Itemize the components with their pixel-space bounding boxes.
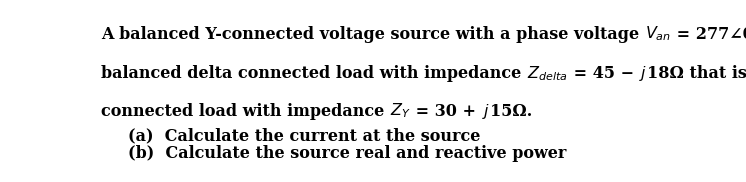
- Text: $j$: $j$: [482, 102, 490, 121]
- Text: A balanced Y-connected voltage source with a phase voltage: A balanced Y-connected voltage source wi…: [101, 26, 645, 43]
- Text: = 45 −: = 45 −: [568, 65, 639, 82]
- Text: $Z_{delta}$: $Z_{delta}$: [527, 64, 568, 83]
- Text: $V_{an}$: $V_{an}$: [645, 25, 671, 43]
- Text: $Z_Y$: $Z_Y$: [389, 102, 410, 120]
- Text: $j$: $j$: [639, 64, 648, 83]
- Text: balanced delta connected load with impedance: balanced delta connected load with imped…: [101, 65, 527, 82]
- Text: 18Ω that is in parallel with a Y-: 18Ω that is in parallel with a Y-: [648, 65, 746, 82]
- Text: 15Ω.: 15Ω.: [490, 103, 533, 120]
- Text: = 30 +: = 30 +: [410, 103, 482, 120]
- Text: = 277∠0°: = 277∠0°: [671, 26, 746, 43]
- Text: (a)  Calculate the current at the source: (a) Calculate the current at the source: [128, 127, 480, 144]
- Text: connected load with impedance: connected load with impedance: [101, 103, 389, 120]
- Text: (b)  Calculate the source real and reactive power: (b) Calculate the source real and reacti…: [128, 145, 566, 163]
